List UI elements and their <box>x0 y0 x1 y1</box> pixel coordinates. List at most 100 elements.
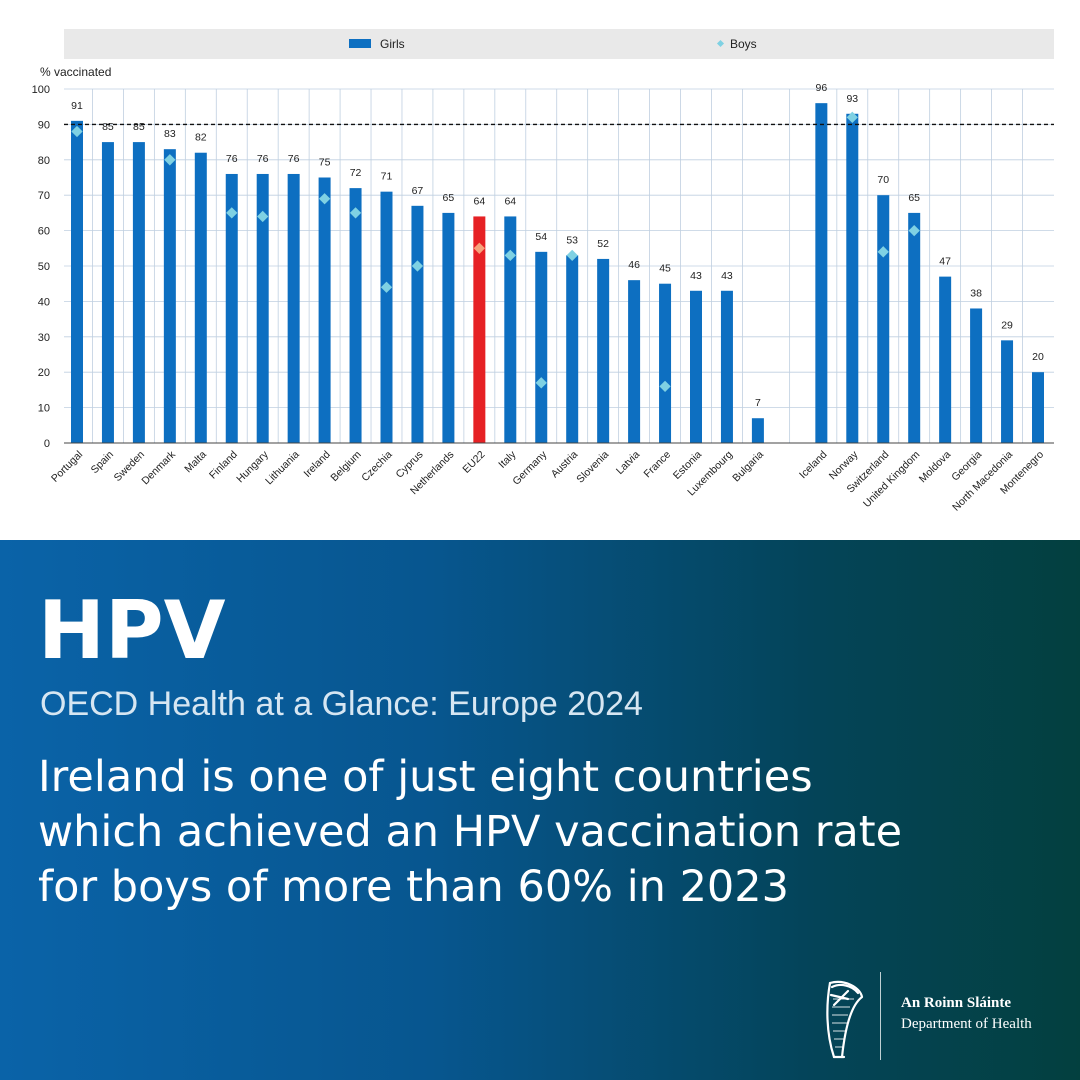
marker-boys <box>349 207 362 219</box>
marker-boys <box>877 246 889 258</box>
bar-girls <box>194 152 207 443</box>
category-label: Germany <box>510 448 550 488</box>
marker-boys <box>164 154 176 166</box>
statement-line: for boys of more than 60% in 2023 <box>38 862 790 912</box>
statement: Ireland is one of just eight countries w… <box>38 750 1058 915</box>
data-label: 54 <box>535 231 547 243</box>
source-subtitle: OECD Health at a Glance: Europe 2024 <box>40 685 643 723</box>
bar-girls <box>877 195 890 443</box>
legend-label-boys: Boys <box>730 37 757 51</box>
data-label: 65 <box>908 192 920 204</box>
data-label: 85 <box>133 121 145 133</box>
category-label: Czechia <box>359 449 394 484</box>
bar-girls <box>442 212 455 443</box>
category-label: Moldova <box>917 449 954 486</box>
data-label: 93 <box>846 93 858 105</box>
category-label: France <box>642 449 674 481</box>
banner <box>0 540 1080 1080</box>
category-label: Latvia <box>614 449 642 477</box>
bar-girls <box>751 418 764 443</box>
data-label: 64 <box>474 195 486 207</box>
data-label: 38 <box>970 287 982 299</box>
bar-girls <box>318 177 331 443</box>
marker-boys <box>411 260 424 272</box>
y-tick-label: 10 <box>38 403 50 415</box>
marker-boys <box>535 377 547 389</box>
data-label: 45 <box>659 263 671 275</box>
category-label: Portugal <box>49 449 85 485</box>
data-label: 82 <box>195 132 207 144</box>
category-label: EU22 <box>460 449 487 476</box>
data-label: 85 <box>102 121 114 133</box>
bar-girls <box>846 113 859 443</box>
category-label: United Kingdom <box>861 448 922 509</box>
bar-girls <box>659 283 672 443</box>
bar-girls <box>225 173 238 443</box>
logo-divider <box>880 972 881 1060</box>
marker-boys <box>566 249 578 262</box>
data-label: 43 <box>721 270 733 282</box>
bar-girls <box>256 173 269 443</box>
department-name-irish: An Roinn Sláinte <box>901 995 1012 1011</box>
bar-girls <box>473 216 486 443</box>
data-label: 91 <box>71 100 83 112</box>
data-label: 53 <box>566 234 578 246</box>
marker-boys <box>908 224 920 237</box>
data-label: 7 <box>755 397 761 409</box>
data-label: 65 <box>443 192 455 204</box>
y-tick-label: 40 <box>38 296 50 308</box>
data-label: 75 <box>319 157 331 169</box>
data-label: 52 <box>597 238 609 250</box>
data-label: 64 <box>504 195 516 207</box>
y-tick-label: 20 <box>38 367 50 379</box>
y-tick-label: 60 <box>38 226 50 238</box>
marker-boys <box>504 249 516 262</box>
legend-label-girls: Girls <box>380 37 405 51</box>
marker-boys <box>226 207 238 219</box>
vaccination-bar-chart: Girls Boys % vaccinated 0 10 20 30 40 50 60 70 80 90… <box>32 29 1054 514</box>
data-label: 96 <box>816 82 828 94</box>
data-label: 72 <box>350 167 362 179</box>
department-name-english: Department of Health <box>901 1016 1032 1032</box>
bar-girls <box>101 142 114 443</box>
bar-girls <box>1031 372 1044 443</box>
category-label: Bulgaria <box>730 449 766 485</box>
legend <box>64 29 1054 59</box>
category-label: Malta <box>182 449 209 476</box>
bar-girls <box>628 280 641 443</box>
bar-girls <box>71 120 83 444</box>
bar-girls <box>690 290 702 443</box>
category-label: Slovenia <box>574 449 611 486</box>
marker-boys <box>318 193 331 205</box>
y-tick-label: 80 <box>38 155 50 167</box>
bar-girls <box>380 191 393 443</box>
legend-swatch-boys <box>716 39 725 48</box>
data-label: 76 <box>288 153 300 165</box>
statement-line: which achieved an HPV vaccination rate <box>38 807 903 857</box>
bar-girls <box>908 212 921 443</box>
bar-girls <box>1001 340 1014 443</box>
statement-line: Ireland is one of just eight countries <box>38 752 813 802</box>
data-label: 20 <box>1032 351 1044 363</box>
bar-girls <box>132 142 145 443</box>
legend-swatch-girls <box>349 39 371 48</box>
y-axis-label: % vaccinated <box>40 65 111 79</box>
bar-girls <box>566 255 579 443</box>
bar-girls <box>349 188 362 443</box>
marker-boys <box>257 210 269 223</box>
headline: HPV <box>38 584 226 677</box>
bar-girls <box>720 290 733 443</box>
category-label: Belgium <box>328 448 363 483</box>
data-label: 29 <box>1001 319 1013 331</box>
y-tick-label: 90 <box>38 119 50 131</box>
y-tick-label: 70 <box>38 190 50 202</box>
category-label: Italy <box>496 448 519 471</box>
category-label: Denmark <box>139 448 178 487</box>
marker-boys <box>659 380 671 393</box>
bar-girls <box>504 216 517 443</box>
data-label: 46 <box>628 259 640 271</box>
bar-girls <box>287 173 300 443</box>
bar-girls <box>815 103 828 443</box>
marker-boys <box>380 281 393 293</box>
data-label: 76 <box>257 153 269 165</box>
